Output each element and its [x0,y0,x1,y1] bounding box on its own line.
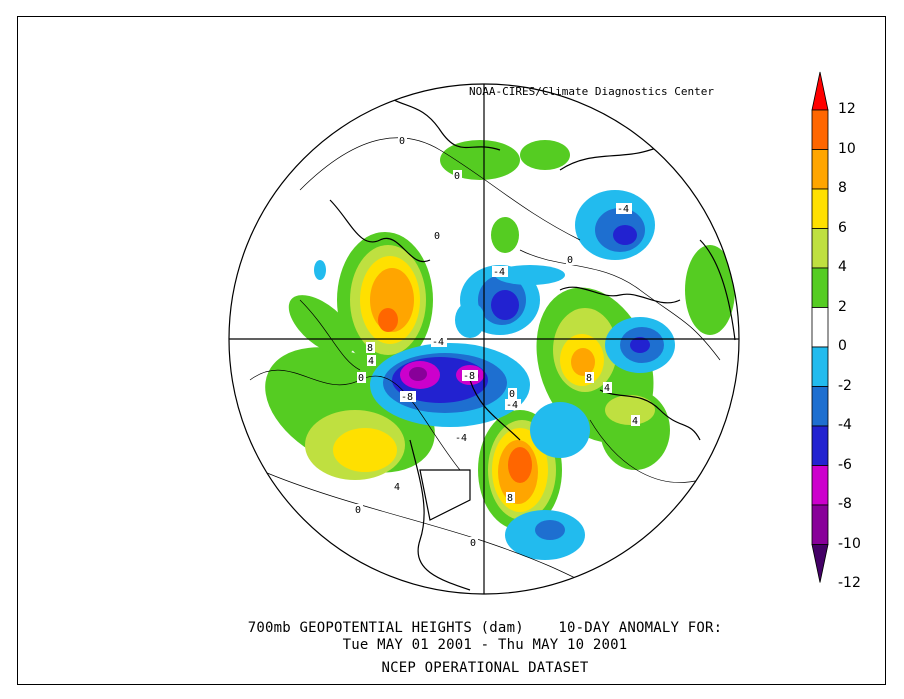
legend-swatch [811,425,829,466]
legend-label: -12 [838,575,861,591]
legend-label: 0 [838,338,847,354]
anomaly-alaska-trough [370,343,530,427]
legend-label: -8 [838,496,852,512]
legend-swatch [811,504,829,545]
anomaly-siberia-trough [575,190,655,260]
credit-text: NOAA-CIRES/Climate Diagnostics Center [469,85,715,98]
legend-swatch [811,149,829,190]
title-line-1: 700mb GEOPOTENTIAL HEIGHTS (dam) 10-DAY … [247,620,723,636]
contour-label: -4 [432,337,444,348]
legend-arrow-bottom [811,544,829,583]
legend-label: 10 [838,140,856,157]
contour-label: 8 [367,343,373,354]
contour-label: 0 [399,136,405,147]
legend-label: 6 [838,219,847,236]
legend-swatch [811,267,829,308]
contour-label: -4 [617,204,629,215]
legend-swatch [811,188,829,229]
contour-label: 0 [358,373,364,384]
legend-swatch [811,386,829,427]
contour-label: -4 [506,400,518,411]
contour-label: 8 [507,493,513,504]
contour-label: 0 [470,538,476,549]
title-line-2: Tue MAY 01 2001 - Thu MAY 10 2001 [342,637,628,653]
contour-label: -8 [463,371,475,382]
legend-label: 12 [838,101,856,117]
contour-label: 0 [434,231,440,242]
legend-label: 8 [838,180,847,196]
anomaly-east-troughs [314,260,675,560]
contour-label: 4 [394,482,400,493]
legend-swatch [811,307,829,348]
title-line-3: NCEP OPERATIONAL DATASET [381,660,589,676]
legend-label: -10 [838,535,861,552]
plot-frame [17,16,886,685]
legend-swatch [811,346,829,387]
legend-label: 4 [838,259,847,275]
contour-label: 4 [632,416,638,427]
legend-arrow-top [811,71,829,111]
contour-label: -8 [401,392,413,403]
legend-label: -2 [838,377,852,394]
contour-label: 8 [586,373,592,384]
legend-label: -6 [838,456,852,473]
legend-swatch [811,109,829,150]
contour-label: 0 [355,505,361,516]
legend-swatch [811,228,829,269]
legend-label: 2 [838,298,847,315]
contour-label: -4 [455,433,467,444]
contour-label: 0 [454,171,460,182]
legend-swatch [811,465,829,506]
anomaly-west-pacific-ridge [337,232,433,368]
contour-label: 0 [567,255,573,266]
contour-label: -4 [493,267,505,278]
contour-label: 4 [604,383,610,394]
contour-label: 4 [368,356,374,367]
legend-label: -4 [838,417,852,433]
coastlines [329,89,736,591]
contour-label: 0 [509,389,515,400]
